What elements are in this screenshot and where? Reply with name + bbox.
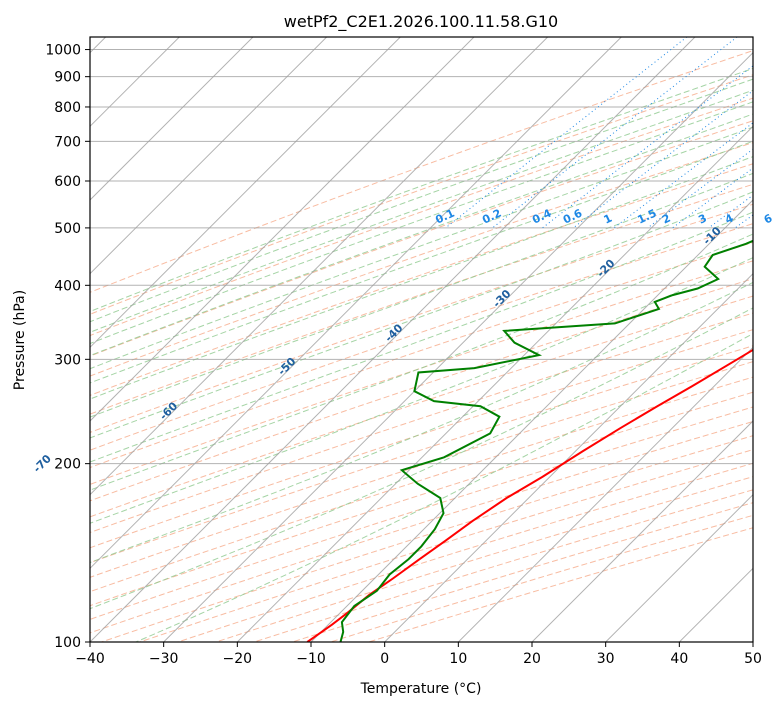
- moist-adiabat-line: [90, 101, 753, 345]
- profile-line: [339, 239, 753, 642]
- isotherm-line: [605, 493, 753, 642]
- dry-adiabat-line: [90, 74, 753, 315]
- moist-adiabat-line: [90, 67, 753, 313]
- isotherm-line: [90, 37, 254, 201]
- profile-lines: [306, 239, 753, 642]
- y-tick-label: 200: [54, 457, 81, 473]
- isotherm-line: [90, 37, 475, 422]
- mixing-ratio-line: [734, 214, 753, 229]
- isotherm-label: -50: [275, 355, 298, 378]
- mixing-ratio-line: [542, 65, 753, 229]
- isotherm-line: [90, 37, 328, 275]
- x-tick-label: 50: [744, 651, 762, 667]
- x-tick-label: 20: [523, 651, 541, 667]
- isotherm-label: -70: [31, 452, 54, 475]
- dry-adiabat-line: [90, 97, 753, 337]
- x-tick-label: 10: [449, 651, 467, 667]
- moist-adiabat-line: [90, 211, 753, 463]
- mixing-ratio-label: 6: [762, 211, 775, 226]
- isotherm-label: -20: [594, 257, 617, 280]
- mixing-ratio-label: 1: [602, 212, 614, 227]
- dry-adiabat-line: [90, 295, 753, 518]
- isotherm-line: [90, 37, 696, 642]
- moist-adiabat-line: [90, 307, 753, 610]
- isotherm-line: [90, 37, 401, 349]
- moist-adiabat-line: [90, 281, 753, 564]
- y-tick-label: 800: [54, 100, 81, 116]
- isotherm-line: [236, 125, 753, 642]
- dry-adiabat-line: [90, 278, 753, 502]
- isotherm-line: [90, 37, 622, 570]
- dry-adiabat-line: [366, 527, 753, 642]
- x-tick-label: 0: [380, 651, 389, 667]
- chart-title: wetPf2_C2E1.2026.100.11.58.G10: [284, 12, 558, 32]
- dry-adiabat-line: [214, 476, 753, 642]
- profile-line: [306, 348, 753, 642]
- plot-frame: [89, 36, 754, 643]
- y-tick-label: 400: [54, 278, 81, 294]
- x-tick-label: −30: [149, 651, 179, 667]
- moist-adiabat-line: [90, 156, 753, 400]
- y-tick-label: 300: [54, 352, 81, 368]
- x-tick-label: 30: [597, 651, 615, 667]
- moist-adiabat-line: [90, 78, 753, 323]
- x-tick-label: −40: [75, 651, 105, 667]
- mixing-ratio-label: 0.1: [433, 207, 456, 227]
- y-axis-label: Pressure (hPa): [12, 290, 28, 390]
- x-tick-label: 40: [670, 651, 688, 667]
- isotherm-line: [310, 199, 753, 642]
- dry-adiabat-line: [90, 120, 753, 357]
- background-lines: [90, 37, 753, 642]
- dry-adiabat-line: [90, 163, 753, 396]
- isotherm-line: [752, 641, 753, 642]
- dry-adiabat-line: [90, 329, 753, 549]
- moist-adiabat-line: [90, 113, 753, 357]
- dry-adiabat-line: [90, 223, 753, 451]
- moist-adiabat-line: [90, 257, 753, 524]
- y-tick-label: 1000: [45, 43, 81, 59]
- isotherm-line: [163, 51, 753, 642]
- dry-adiabat-line: [90, 345, 753, 564]
- mixing-ratio-line: [572, 90, 753, 229]
- dry-adiabat-line: [290, 502, 753, 642]
- isotherm-line: [457, 346, 753, 642]
- moist-adiabat-line: [90, 172, 753, 418]
- moist-adiabat-line: [90, 89, 753, 333]
- x-axis-label: Temperature (°C): [360, 681, 482, 697]
- mixing-ratio-line: [492, 37, 738, 229]
- isotherm-label: -30: [490, 287, 513, 310]
- isotherm-line: [90, 37, 549, 496]
- x-tick-label: −20: [223, 651, 253, 667]
- y-tick-label: 600: [54, 174, 81, 190]
- dry-adiabat-line: [90, 391, 753, 607]
- y-tick-label: 500: [54, 221, 81, 237]
- axes: −40 −30 −20 −10 0 10 20 30 40 50 100 200 300 400 500 60…: [45, 36, 762, 667]
- dry-adiabat-line: [90, 183, 753, 415]
- y-tick-label: 100: [54, 635, 81, 651]
- mixing-ratio-label: 2: [660, 212, 672, 227]
- moist-adiabat-line: [90, 126, 753, 370]
- mixing-ratio-label: 3: [696, 212, 708, 227]
- isotherm-line: [678, 567, 753, 642]
- isotherm-line: [531, 420, 753, 642]
- moist-adiabat-line: [135, 333, 753, 642]
- dry-adiabat-line: [90, 241, 753, 469]
- mixing-ratio-line: [672, 167, 753, 229]
- isotherm-label: -40: [382, 321, 405, 344]
- plot-area: -100-90-80-70-60-50-40-30-20-10010203040…: [31, 37, 775, 642]
- y-tick-label: 700: [54, 134, 81, 150]
- y-tick-label: 900: [54, 70, 81, 86]
- mixing-ratio-line: [708, 194, 753, 229]
- isotherm-label: -60: [157, 399, 180, 422]
- x-tick-label: −10: [296, 651, 326, 667]
- isotherm-line: [384, 272, 753, 642]
- moist-adiabat-line: [90, 233, 753, 491]
